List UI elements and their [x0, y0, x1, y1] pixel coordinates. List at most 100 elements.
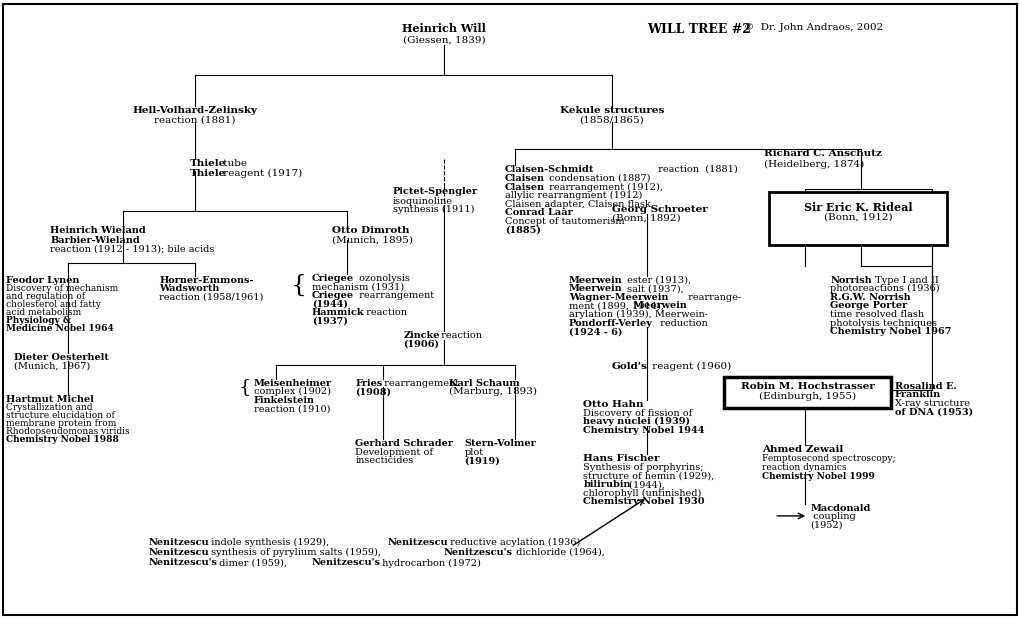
Text: Concept of tautomerism: Concept of tautomerism: [504, 217, 624, 226]
Text: reaction (1881): reaction (1881): [154, 115, 235, 124]
Text: Nenitzescu: Nenitzescu: [149, 537, 209, 547]
Text: reaction (1958/1961): reaction (1958/1961): [159, 293, 263, 302]
Text: time resolved flash: time resolved flash: [829, 310, 923, 319]
Text: Ahmed Zewail: Ahmed Zewail: [761, 445, 843, 454]
Text: Kekule structures: Kekule structures: [559, 106, 663, 115]
Text: tube: tube: [220, 158, 247, 168]
Text: {: {: [238, 378, 251, 397]
Text: Finkelstein: Finkelstein: [254, 396, 314, 405]
Text: dimer (1959),: dimer (1959),: [216, 558, 289, 568]
Text: salt (1937),: salt (1937),: [624, 284, 683, 293]
Text: Medicine Nobel 1964: Medicine Nobel 1964: [6, 324, 114, 333]
Text: (Giessen, 1839): (Giessen, 1839): [403, 35, 485, 45]
Text: Rosalind E.: Rosalind E.: [894, 381, 956, 391]
Text: ment (1899, 1914),: ment (1899, 1914),: [569, 301, 666, 311]
Text: Nenitzescu's: Nenitzescu's: [149, 558, 218, 568]
FancyBboxPatch shape: [722, 378, 891, 408]
Text: {: {: [291, 274, 307, 297]
Text: Meerwein: Meerwein: [569, 275, 623, 285]
Text: Thiele: Thiele: [190, 169, 225, 178]
Text: Otto Dimroth: Otto Dimroth: [331, 227, 409, 235]
Text: Nenitzescu's: Nenitzescu's: [312, 558, 380, 568]
Text: mechanism (1931): mechanism (1931): [312, 282, 404, 292]
Text: hydrocarbon (1972): hydrocarbon (1972): [378, 558, 480, 568]
Text: rearrangement: rearrangement: [380, 378, 459, 387]
Text: Claisen: Claisen: [504, 174, 544, 183]
Text: structure elucidation of: structure elucidation of: [6, 411, 115, 420]
Text: Conrad Laar: Conrad Laar: [504, 209, 572, 217]
Text: condensation (1887): condensation (1887): [545, 174, 649, 183]
Text: Meerwein: Meerwein: [569, 301, 686, 311]
Text: Feodor Lynen: Feodor Lynen: [6, 275, 79, 285]
Text: (Munich, 1895): (Munich, 1895): [331, 236, 413, 245]
Text: Crystallization and: Crystallization and: [6, 403, 93, 412]
Text: (1944),: (1944),: [626, 480, 664, 489]
Text: photolysis techniques: photolysis techniques: [829, 319, 936, 327]
Text: Hartmut Michel: Hartmut Michel: [6, 394, 95, 404]
Text: George Porter: George Porter: [829, 301, 907, 311]
Text: plot: plot: [464, 448, 483, 457]
Text: Hans Fischer: Hans Fischer: [583, 454, 659, 463]
Text: Discovery of fission of: Discovery of fission of: [583, 409, 692, 418]
Text: Hammick: Hammick: [312, 308, 364, 318]
Text: synthesis (1911): synthesis (1911): [392, 206, 474, 214]
Text: indole synthesis (1929),: indole synthesis (1929),: [208, 537, 332, 547]
Text: ester (1913),: ester (1913),: [624, 275, 691, 285]
Text: heavy nuclei (1939): heavy nuclei (1939): [583, 417, 690, 426]
Text: (1906): (1906): [403, 340, 439, 348]
Text: Karl Schaum: Karl Schaum: [448, 378, 520, 387]
Text: coupling: coupling: [809, 513, 855, 521]
Text: Nenitzescu: Nenitzescu: [387, 537, 448, 547]
Text: Pondorff-Verley: Pondorff-Verley: [569, 319, 652, 327]
Text: arylation (1939), Meerwein-: arylation (1939), Meerwein-: [569, 310, 707, 319]
Text: Hell-Volhard-Zelinsky: Hell-Volhard-Zelinsky: [132, 106, 257, 115]
Text: structure of hemin (1929),: structure of hemin (1929),: [583, 472, 713, 480]
Text: reaction (1910): reaction (1910): [254, 404, 330, 413]
Text: ozonolysis: ozonolysis: [356, 274, 410, 283]
Text: reaction  (1881): reaction (1881): [655, 165, 738, 174]
Text: (Edinburgh, 1955): (Edinburgh, 1955): [759, 391, 856, 400]
Text: Chemistry Nobel 1930: Chemistry Nobel 1930: [583, 498, 704, 506]
Text: Franklin: Franklin: [894, 390, 940, 399]
Text: of DNA (1953): of DNA (1953): [894, 407, 972, 417]
Text: (1944): (1944): [312, 300, 347, 309]
Text: Wadsworth: Wadsworth: [159, 284, 219, 293]
Text: (1919): (1919): [464, 456, 499, 465]
Text: Rhodopseudomonas viridis: Rhodopseudomonas viridis: [6, 427, 130, 436]
Text: Femptosecond spectroscopy;: Femptosecond spectroscopy;: [761, 454, 895, 463]
FancyBboxPatch shape: [768, 193, 947, 245]
Text: ©  Dr. John Andraos, 2002: © Dr. John Andraos, 2002: [743, 23, 882, 32]
Text: Type I and II: Type I and II: [871, 275, 938, 285]
Text: Fries: Fries: [355, 378, 382, 387]
Text: Horner-Emmons-: Horner-Emmons-: [159, 275, 254, 285]
Text: Nenitzescu: Nenitzescu: [149, 548, 209, 557]
Text: R.G.W. Norrish: R.G.W. Norrish: [829, 293, 910, 302]
Text: Gerhard Schrader: Gerhard Schrader: [355, 439, 452, 448]
Text: rearrangement (1912),: rearrangement (1912),: [545, 183, 662, 192]
Text: reagent (1960): reagent (1960): [649, 362, 731, 371]
Text: Chemistry Nobel 1944: Chemistry Nobel 1944: [583, 426, 704, 435]
Text: (1858/1865): (1858/1865): [579, 115, 643, 124]
Text: and regulation of: and regulation of: [6, 292, 86, 301]
Text: Wagner-Meerwein: Wagner-Meerwein: [569, 293, 667, 302]
Text: Norrish: Norrish: [829, 275, 871, 285]
Text: WILL TREE #2: WILL TREE #2: [647, 23, 751, 36]
Text: membrane protein from: membrane protein from: [6, 419, 117, 428]
Text: acid metabolism: acid metabolism: [6, 308, 82, 318]
Text: Otto Hahn: Otto Hahn: [583, 400, 643, 409]
Text: allylic rearrangment (1912): allylic rearrangment (1912): [504, 191, 642, 201]
Text: insecticides: insecticides: [355, 456, 414, 465]
Text: Synthesis of porphyrins;: Synthesis of porphyrins;: [583, 463, 703, 472]
Text: Chemistry Nobel 1988: Chemistry Nobel 1988: [6, 435, 119, 444]
Text: Robin M. Hochstrasser: Robin M. Hochstrasser: [741, 381, 874, 391]
Text: photoreactions (1936): photoreactions (1936): [829, 284, 940, 293]
Text: Macdonald: Macdonald: [809, 504, 869, 513]
Text: chlorophyll (unfinished): chlorophyll (unfinished): [583, 489, 701, 498]
Text: Criegee: Criegee: [312, 274, 354, 283]
Text: dichloride (1964),: dichloride (1964),: [513, 548, 604, 557]
Text: Chemistry Nobel 1967: Chemistry Nobel 1967: [829, 327, 951, 336]
Text: Claisen-Schmidt: Claisen-Schmidt: [504, 165, 594, 174]
Text: (1908): (1908): [355, 387, 391, 396]
Text: (Heidelberg, 1874): (Heidelberg, 1874): [763, 160, 864, 169]
Text: (1924 - 6): (1924 - 6): [569, 327, 622, 336]
